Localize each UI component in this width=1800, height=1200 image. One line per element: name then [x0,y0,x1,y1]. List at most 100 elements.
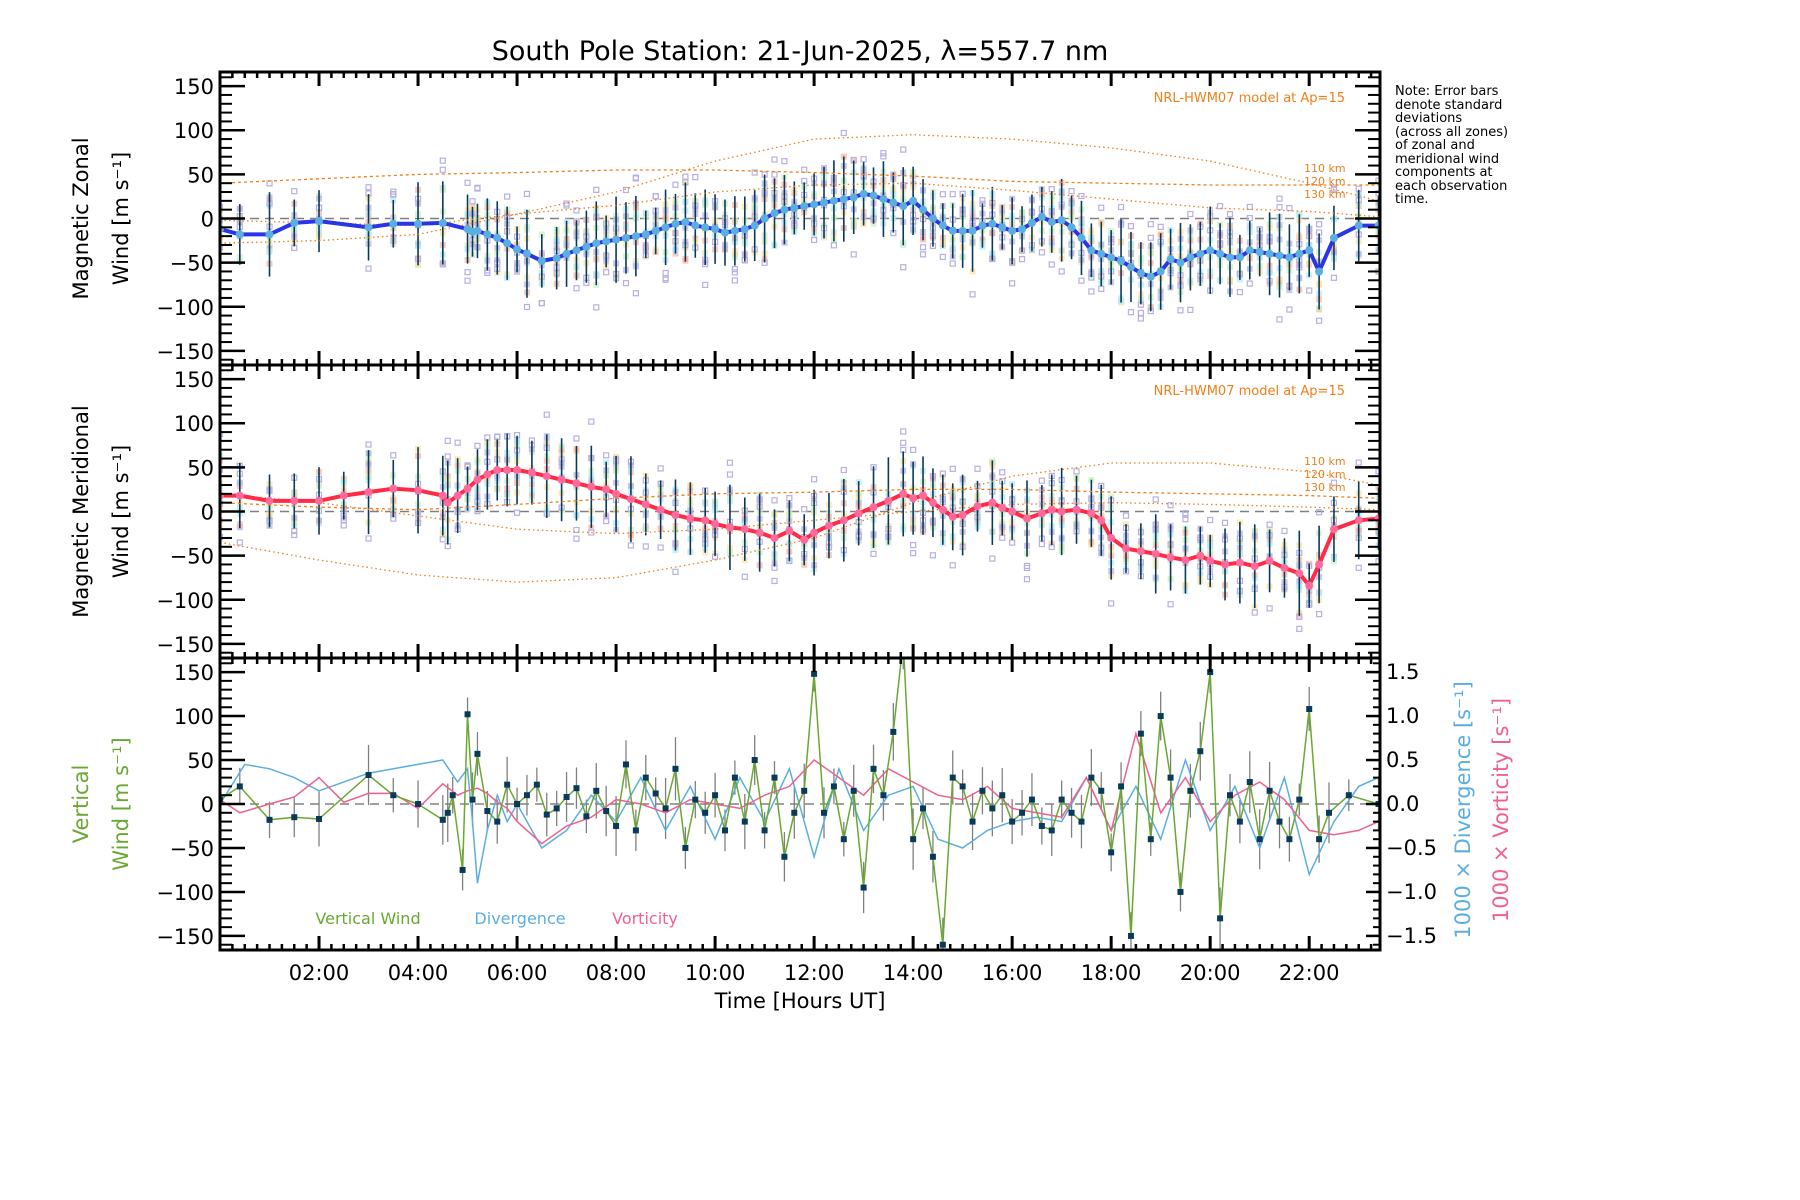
outlier-point [523,190,531,197]
mean-wind-point [790,203,799,212]
outlier-point [1281,527,1288,535]
outlier-point [771,171,778,178]
outlier-point [811,236,818,244]
outlier-point [672,181,679,188]
mean-wind-point [1221,560,1230,569]
vertical-wind-point [880,792,887,799]
outlier-point [513,509,521,516]
outlier-point [1236,288,1243,296]
mean-wind-point [1255,248,1264,257]
mean-wind-point [810,200,819,209]
outlier-point [1122,512,1130,519]
outlier-point [1276,195,1283,202]
mean-wind-point [235,230,244,239]
mean-wind-point [1107,253,1116,262]
vertical-wind-point [1048,827,1055,834]
vertical-wind-point [781,853,788,860]
vertical-wind-point [484,808,491,815]
y-tick-label: −50 [170,545,214,569]
outlier-point [1266,521,1273,528]
outlier-point [989,555,996,562]
outlier-point [949,191,956,198]
vertical-wind-point [721,827,728,834]
vertical-wind-point [1326,809,1333,816]
outlier-point [1127,309,1135,316]
vertical-wind-point [850,787,857,794]
mean-wind-point [1072,505,1081,514]
outlier-point [1207,516,1214,524]
outlier-point [464,277,471,284]
vertical-wind-point [459,866,466,873]
mean-wind-point [1285,253,1294,262]
mean-wind-point [572,246,581,255]
outlier-point [1127,223,1135,230]
mean-wind-point [414,219,423,228]
vertical-wind-point [1068,809,1075,816]
mean-wind-point [1037,212,1046,221]
outlier-point [220,431,224,438]
vertical-wind-point [1276,818,1283,825]
outlier-point [1316,317,1323,324]
mean-wind-point [859,189,868,198]
mean-wind-point [1305,581,1314,590]
mean-wind-point [503,466,512,475]
outlier-point [692,174,699,181]
mean-wind-point [537,256,546,265]
mean-wind-point [1225,253,1234,262]
outlier-point [220,203,224,210]
outlier-point [786,495,793,502]
outlier-point [1048,261,1055,268]
outlier-point [1147,234,1154,241]
vertical-wind-point [1108,849,1115,856]
outlier-point [573,207,580,214]
x-tick-label: 16:00 [982,961,1043,985]
mean-wind-point [1305,246,1314,255]
vertical-wind-point [1127,932,1134,939]
outlier-point [573,285,580,292]
vertical-wind-point [236,783,243,790]
mean-wind-point [800,535,809,544]
outlier-point [340,522,347,529]
y-tick-label: 150 [174,368,214,392]
outlier-point [1246,203,1253,211]
outlier-point [464,179,471,186]
outlier-point [726,459,734,466]
mean-wind-point [389,219,398,228]
vertical-wind-point [1038,822,1045,829]
mean-wind-point [1057,507,1066,516]
y-tick-label: −50 [170,252,214,276]
mean-wind-point [1057,216,1066,225]
outlier-point [939,191,946,198]
vertical-wind-point [593,787,600,794]
outlier-point [741,573,748,580]
outlier-point [291,188,298,195]
vertical-wind-point [553,805,560,812]
mean-wind-point [829,196,838,205]
outlier-point [751,169,758,176]
outlier-point [543,411,550,418]
outlier-point [365,535,372,542]
mean-wind-point [879,195,888,204]
vertical-wind-point [1197,748,1204,755]
vertical-wind-point [702,809,709,816]
plot-area-vertical [220,658,1380,950]
x-tick-label: 22:00 [1279,961,1340,985]
mean-wind-point [1067,223,1076,232]
x-tick-label: 04:00 [388,961,449,985]
mean-wind-point [1126,263,1135,272]
mean-wind-point [1087,509,1096,518]
mean-wind-point [785,526,794,535]
outlier-point [850,251,857,258]
mean-wind-point [681,218,690,227]
vertical-wind-point [1147,836,1154,843]
mean-wind-point [750,221,759,230]
mean-wind-point [770,533,779,542]
mean-wind-point [1087,246,1096,255]
outlier-point [588,418,595,425]
mean-wind-point [1196,551,1205,560]
y-axis-unit-meridional: Wind [m s⁻¹] [109,445,133,578]
mean-wind-point [602,237,611,246]
vertical-wind-point [811,670,818,677]
mean-wind-point [1280,563,1289,572]
y-tick-label: 100 [174,119,214,143]
